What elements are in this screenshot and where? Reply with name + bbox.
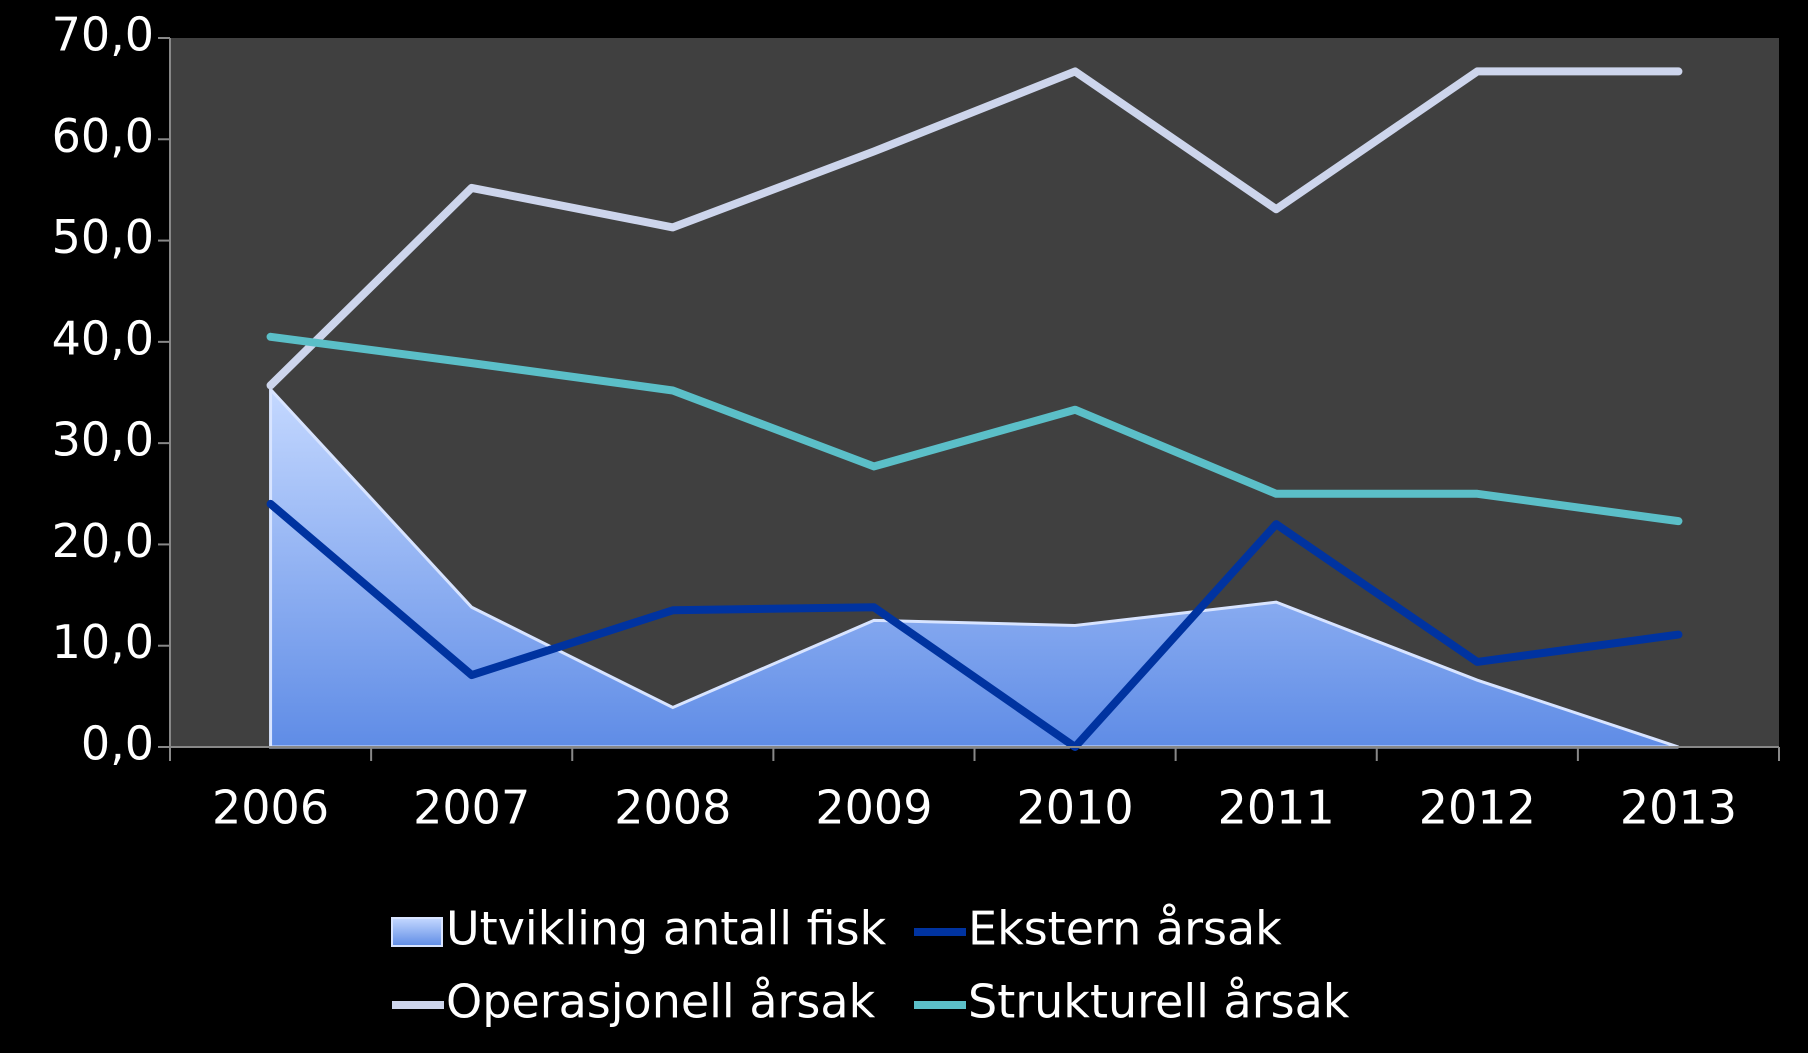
legend-label: Operasjonell årsak — [446, 975, 876, 1029]
y-tick-label: 10,0 — [52, 615, 154, 669]
x-tick-label: 2008 — [614, 781, 731, 835]
line — [266, 332, 1683, 526]
x-tick-label: 2012 — [1419, 781, 1536, 835]
legend-swatch — [391, 917, 443, 947]
y-tick-label: 30,0 — [52, 413, 154, 467]
y-tick-label: 60,0 — [52, 109, 154, 163]
y-tick-label: 70,0 — [52, 8, 154, 62]
x-tick-label: 2006 — [212, 781, 329, 835]
line — [266, 499, 1683, 751]
legend-label: Utvikling antall fisk — [446, 902, 887, 956]
x-tick-label: 2009 — [815, 781, 932, 835]
x-tick-label: 2010 — [1017, 781, 1134, 835]
y-tick-label: 40,0 — [52, 311, 154, 365]
legend-label: Ekstern årsak — [968, 902, 1282, 956]
y-tick-label: 50,0 — [52, 210, 154, 264]
area — [269, 385, 1679, 749]
line — [266, 67, 1683, 390]
x-tick-label: 2013 — [1620, 781, 1737, 835]
x-tick-label: 2011 — [1218, 781, 1335, 835]
y-tick-label: 20,0 — [52, 514, 154, 568]
x-tick-label: 2007 — [413, 781, 530, 835]
legend-label: Strukturell årsak — [968, 975, 1350, 1029]
y-tick-label: 0,0 — [81, 717, 154, 771]
